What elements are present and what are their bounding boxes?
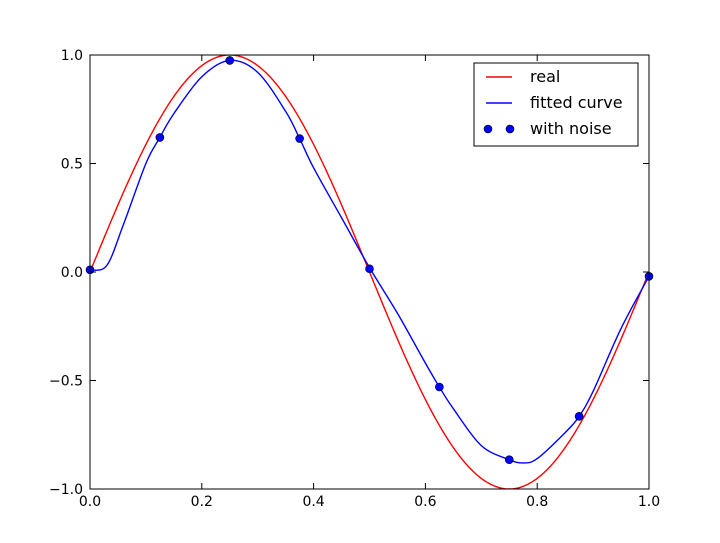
x-tick-label: 1.0 — [638, 494, 660, 510]
data-point — [295, 134, 304, 143]
y-tick-label: −0.5 — [49, 374, 83, 390]
x-tick-label: 0.2 — [191, 494, 213, 510]
y-tick-label: 0.5 — [61, 157, 83, 173]
y-tick-label: 0.0 — [61, 265, 83, 281]
data-point — [504, 455, 514, 465]
x-tick-label: 0.4 — [302, 494, 324, 510]
legend: real fitted curve with noise — [473, 62, 639, 147]
legend-label: real — [530, 67, 560, 86]
legend-marker-swatch — [483, 124, 493, 134]
x-tick-label: 0.8 — [526, 494, 548, 510]
legend-label: with noise — [530, 119, 612, 138]
x-tick-label: 0.0 — [79, 494, 101, 510]
legend-label: fitted curve — [530, 93, 623, 112]
legend-marker-swatch — [505, 124, 515, 134]
y-tick-label: −1.0 — [49, 482, 83, 498]
y-tick-label: 1.0 — [61, 48, 83, 64]
data-point — [225, 56, 235, 65]
data-point — [435, 382, 444, 392]
axes: 0.0 0.2 0.4 0.6 0.8 1.0 1.0 0.5 0.0 −0.5 −1.0 — [49, 48, 660, 510]
data-point — [155, 133, 165, 142]
data-point — [365, 264, 374, 274]
data-point — [574, 412, 584, 421]
x-tick-label: 0.6 — [414, 494, 436, 510]
